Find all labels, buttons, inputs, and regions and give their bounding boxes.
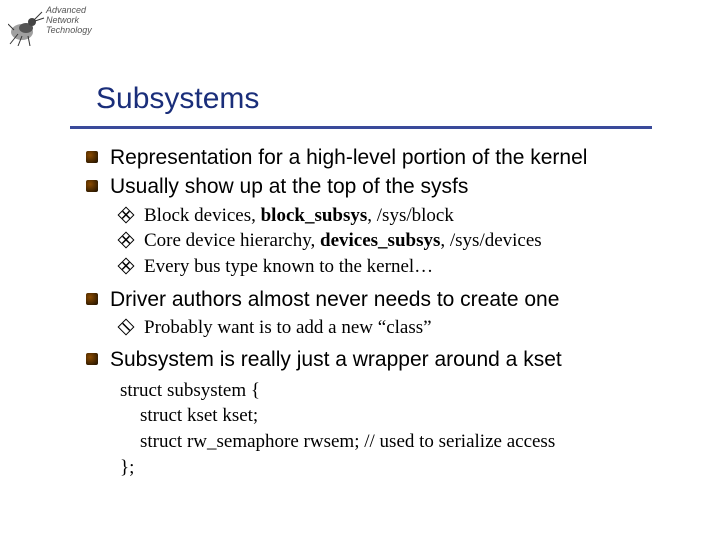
content-area: Representation for a high-level portion … (86, 144, 676, 480)
bullet-level1: Usually show up at the top of the sysfs (86, 173, 676, 200)
bullet-level2: Probably want is to add a new “class” (86, 315, 676, 341)
text-post: , /sys/devices (440, 230, 541, 251)
bullet-level1: Subsystem is really just a wrapper aroun… (86, 346, 676, 373)
text-post: , /sys/block (367, 205, 454, 226)
code-line: struct subsystem { (120, 378, 676, 404)
text-pre: Block devices, (144, 205, 261, 226)
text-pre: Core device hierarchy, (144, 230, 320, 251)
bullet-level2: Block devices, block_subsys, /sys/block (86, 203, 676, 229)
code-line: struct rw_semaphore rwsem; // used to se… (120, 429, 555, 455)
brand-logo: Advanced Network Technology (8, 4, 98, 46)
bullet-level2: Every bus type known to the kernel… (86, 254, 676, 280)
code-block: struct subsystem { struct kset kset; str… (86, 378, 676, 481)
title-divider (70, 126, 652, 129)
code-line: }; (120, 455, 676, 481)
code-line: struct kset kset; (120, 403, 258, 429)
bullet-level2: Core device hierarchy, devices_subsys, /… (86, 228, 676, 254)
text-bold: block_subsys (261, 205, 368, 226)
slide-title: Subsystems (96, 82, 259, 116)
text-bold: devices_subsys (320, 230, 440, 251)
bullet-level1: Driver authors almost never needs to cre… (86, 286, 676, 313)
bullet-level1: Representation for a high-level portion … (86, 144, 676, 171)
logo-line3: Technology (46, 26, 92, 36)
